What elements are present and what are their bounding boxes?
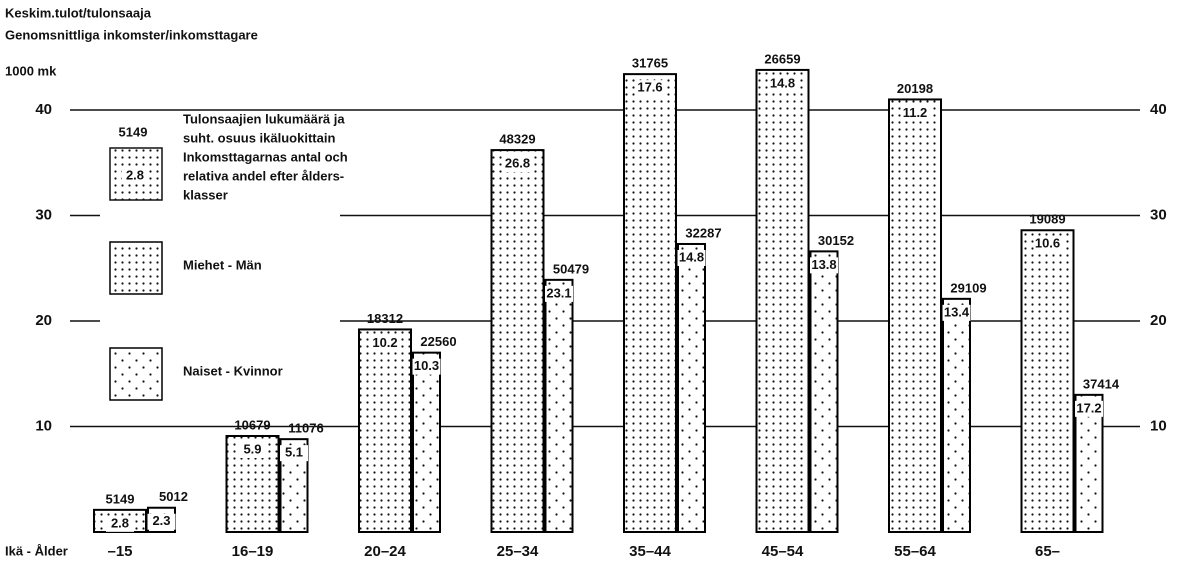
y-tick-label-right: 40 — [1150, 101, 1167, 118]
legend-share-bg — [122, 168, 148, 184]
y-axis-label: 1000 mk — [5, 63, 57, 78]
bar-pattern — [412, 351, 441, 533]
y-tick-label-right: 30 — [1150, 206, 1167, 223]
legend-swatch — [109, 241, 163, 295]
share-bg — [901, 105, 929, 122]
bar-pattern — [677, 242, 706, 534]
bar-pattern — [809, 250, 839, 533]
x-tick-label: –15 — [107, 543, 132, 560]
share-bg — [1075, 400, 1103, 417]
count-label: 48329 — [499, 132, 535, 147]
count-label: 26659 — [764, 51, 800, 66]
share-label: 10.6 — [1035, 236, 1060, 251]
share-label: 13.8 — [811, 257, 836, 272]
share-bg — [412, 358, 441, 375]
legend-share: 2.8 — [126, 167, 144, 182]
bar-pattern — [1074, 393, 1104, 533]
y-tick-label: 20 — [35, 312, 52, 329]
y-tick-label-right: 10 — [1150, 417, 1167, 434]
share-label: 14.8 — [770, 75, 795, 90]
bar-pattern — [888, 98, 942, 533]
share-label: 10.3 — [414, 358, 439, 373]
bar-pattern — [490, 149, 545, 533]
legend-text: Tulonsaajien lukumäärä ja — [183, 111, 345, 126]
share-label: 26.8 — [505, 156, 530, 171]
legend-label: Miehet - Män — [183, 257, 262, 272]
share-bg — [106, 515, 134, 532]
share-label: 17.6 — [637, 80, 662, 95]
share-label: 5.1 — [285, 445, 303, 460]
y-tick-label: 10 — [35, 417, 52, 434]
share-label: 2.8 — [111, 515, 129, 530]
legend-count: 5149 — [119, 124, 148, 139]
count-label: 37414 — [1083, 376, 1120, 391]
x-tick-label: 25–34 — [497, 543, 539, 560]
chart-title: Keskim.tulot/tulonsaaja — [5, 5, 152, 20]
share-label: 5.9 — [243, 441, 261, 456]
x-tick-label: 16–19 — [232, 543, 274, 560]
share-bg — [810, 257, 838, 274]
bar-pattern — [544, 278, 574, 534]
legend-text: Inkomsttagarnas antal och — [183, 149, 348, 164]
legend-text: relativa andel efter ålders- — [183, 168, 344, 183]
share-bg — [371, 335, 399, 352]
count-label: 5012 — [159, 489, 188, 504]
bar-pattern — [623, 73, 677, 533]
share-bg — [1033, 236, 1062, 253]
count-label: 31765 — [632, 56, 668, 71]
share-bg — [677, 249, 706, 266]
y-tick-label: 40 — [35, 101, 52, 118]
legend-label: Naiset - Kvinnor — [183, 363, 283, 378]
count-label: 20198 — [897, 81, 933, 96]
x-tick-label: 55–64 — [894, 543, 936, 560]
share-label: 13.4 — [944, 304, 970, 319]
bar-pattern — [1020, 229, 1075, 534]
share-label: 23.1 — [546, 285, 571, 300]
count-label: 10679 — [234, 417, 270, 432]
count-label: 29109 — [950, 280, 986, 295]
count-label: 18312 — [367, 311, 403, 326]
share-label: 14.8 — [679, 249, 704, 264]
share-label: 11.2 — [903, 105, 928, 120]
bar-pattern — [755, 68, 810, 533]
count-label: 5149 — [106, 491, 135, 506]
legend-text: klasser — [183, 187, 228, 202]
x-tick-label: 20–24 — [364, 543, 406, 560]
share-bg — [238, 441, 267, 458]
x-tick-label: 35–44 — [629, 543, 671, 560]
count-label: 19089 — [1029, 212, 1065, 227]
chart-subtitle: Genomsnittliga inkomster/inkomsttagare — [5, 27, 258, 42]
share-label: 17.2 — [1076, 400, 1101, 415]
count-label: 32287 — [685, 225, 721, 240]
y-tick-label-right: 20 — [1150, 312, 1167, 329]
legend-text: suht. osuus ikäluokittain — [183, 130, 335, 145]
bar-pattern — [942, 297, 971, 533]
x-tick-label: 65– — [1035, 543, 1060, 560]
count-label: 30152 — [818, 233, 854, 248]
y-tick-label: 30 — [35, 206, 52, 223]
count-label: 50479 — [553, 261, 589, 276]
count-label: 11076 — [288, 421, 323, 436]
x-tick-label: 45–54 — [762, 543, 804, 560]
share-bg — [636, 80, 664, 97]
share-bg — [768, 75, 797, 92]
share-bg — [503, 156, 532, 173]
x-axis-label: Ikä - Ålder — [5, 543, 68, 558]
share-label: 10.2 — [372, 335, 397, 350]
share-bg — [942, 304, 971, 321]
legend-swatch — [109, 347, 163, 401]
share-bg — [545, 285, 573, 302]
share-bg — [147, 513, 176, 530]
share-label: 2.3 — [152, 513, 170, 528]
bar-pattern — [358, 328, 412, 533]
share-bg — [280, 445, 308, 462]
count-label: 22560 — [420, 334, 456, 349]
